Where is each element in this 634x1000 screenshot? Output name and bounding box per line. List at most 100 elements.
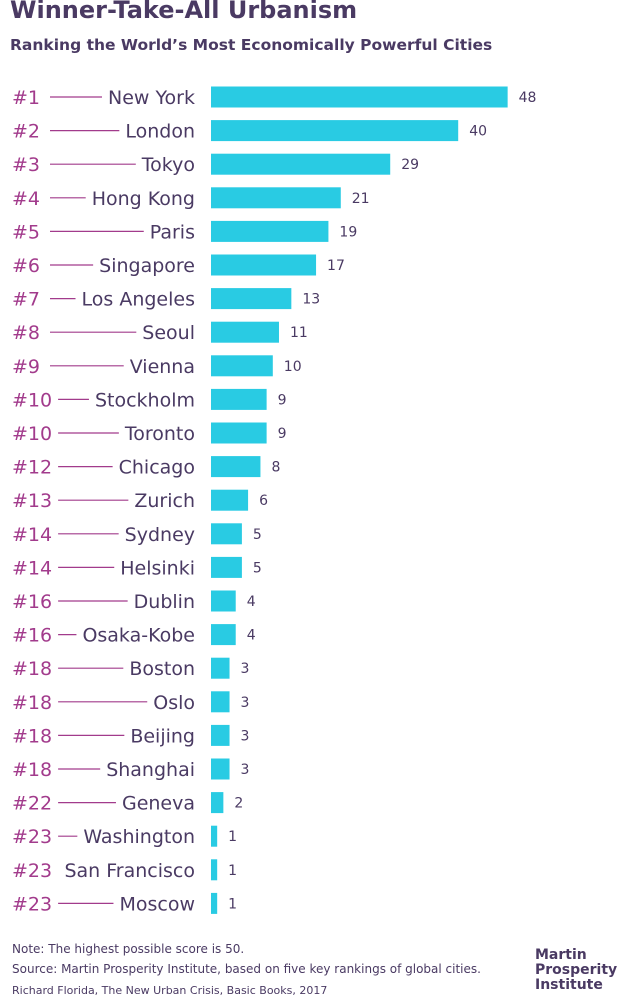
rank-label: #13 (12, 490, 52, 512)
bar (211, 859, 218, 881)
bar (211, 220, 329, 242)
city-label: Shanghai (106, 759, 195, 781)
value-label: 2 (234, 796, 243, 812)
bar (211, 254, 317, 276)
bar (211, 355, 273, 377)
bar (211, 724, 230, 746)
value-label: 29 (401, 157, 419, 173)
bar (211, 556, 242, 578)
bar (211, 86, 508, 108)
rank-label: #14 (12, 557, 52, 579)
rank-label: #4 (12, 188, 40, 210)
rank-label: #8 (12, 322, 40, 344)
value-label: 17 (327, 258, 345, 274)
city-label: Moscow (119, 893, 195, 915)
value-label: 40 (469, 124, 487, 140)
rank-label: #18 (12, 692, 52, 714)
rank-label: #7 (12, 289, 40, 311)
bar (211, 691, 230, 713)
rank-label: #5 (12, 221, 40, 243)
logo-line: Institute (535, 977, 603, 993)
value-label: 10 (284, 359, 302, 375)
value-label: 3 (241, 695, 250, 711)
value-label: 4 (247, 628, 256, 644)
city-label: Los Angeles (82, 289, 195, 311)
city-label: Geneva (122, 793, 195, 815)
rank-label: #23 (12, 860, 52, 882)
value-label: 5 (253, 560, 262, 576)
rank-label: #14 (12, 524, 52, 546)
value-label: 19 (339, 224, 357, 240)
value-label: 9 (278, 392, 287, 408)
bar-chart: #1 New York 48#2 London 40#3 Tokyo 29#4 Hong Ko… (12, 86, 537, 915)
value-label: 48 (519, 90, 537, 106)
bar (211, 489, 249, 511)
bar (211, 120, 459, 142)
city-label: New York (108, 87, 195, 109)
rank-label: #18 (12, 725, 52, 747)
city-label: Seoul (142, 322, 195, 344)
rank-label: #22 (12, 793, 52, 815)
city-label: Chicago (119, 457, 195, 479)
city-label: Sydney (125, 524, 195, 546)
logo-line: Prosperity (535, 962, 618, 978)
bar (211, 321, 279, 343)
value-label: 3 (241, 661, 250, 677)
city-label: London (125, 121, 195, 143)
chart-note: Note: The highest possible score is 50. (12, 942, 245, 956)
city-label: Toronto (124, 423, 195, 445)
value-label: 1 (228, 896, 237, 912)
bar (211, 388, 267, 410)
value-label: 6 (259, 493, 268, 509)
city-label: Beijing (130, 725, 195, 747)
rank-label: #16 (12, 591, 52, 613)
bar (211, 758, 230, 780)
institute-logo: Martin Prosperity Institute (535, 948, 617, 993)
value-label: 9 (278, 426, 287, 442)
city-label: San Francisco (64, 860, 195, 882)
value-label: 11 (290, 325, 308, 341)
bar (211, 187, 341, 209)
value-label: 13 (302, 292, 320, 308)
rank-label: #12 (12, 457, 52, 479)
city-label: Boston (129, 658, 195, 680)
logo-line: Martin (535, 947, 587, 963)
bar (211, 657, 230, 679)
rank-label: #3 (12, 154, 40, 176)
value-label: 1 (228, 863, 237, 879)
city-label: Oslo (153, 692, 195, 714)
rank-label: #6 (12, 255, 40, 277)
bar (211, 288, 292, 310)
bar (211, 523, 242, 545)
chart-source: Source: Martin Prosperity Institute, bas… (12, 962, 481, 976)
value-label: 1 (228, 829, 237, 845)
rank-label: #23 (12, 826, 52, 848)
chart-subtitle: Ranking the World’s Most Economically Po… (10, 36, 493, 54)
city-label: Paris (150, 221, 195, 243)
bar (211, 590, 236, 612)
bar (211, 792, 224, 814)
value-label: 3 (241, 728, 250, 744)
value-label: 8 (271, 460, 280, 476)
bar (211, 892, 218, 914)
city-label: Tokyo (141, 154, 195, 176)
city-label: Hong Kong (92, 188, 195, 210)
chart-credit: Richard Florida, The New Urban Crisis, B… (12, 984, 328, 997)
rank-label: #10 (12, 423, 52, 445)
rank-label: #18 (12, 658, 52, 680)
value-label: 4 (247, 594, 256, 610)
rank-label: #9 (12, 356, 40, 378)
city-label: Zurich (134, 490, 195, 512)
bar (211, 624, 236, 646)
bar (211, 456, 261, 478)
rank-label: #10 (12, 389, 52, 411)
bar (211, 825, 218, 847)
rank-label: #16 (12, 625, 52, 647)
city-label: Helsinki (120, 557, 195, 579)
value-label: 21 (352, 191, 370, 207)
bar (211, 153, 391, 175)
rank-label: #18 (12, 759, 52, 781)
value-label: 3 (241, 762, 250, 778)
city-label: Osaka-Kobe (82, 625, 195, 647)
city-label: Washington (83, 826, 195, 848)
